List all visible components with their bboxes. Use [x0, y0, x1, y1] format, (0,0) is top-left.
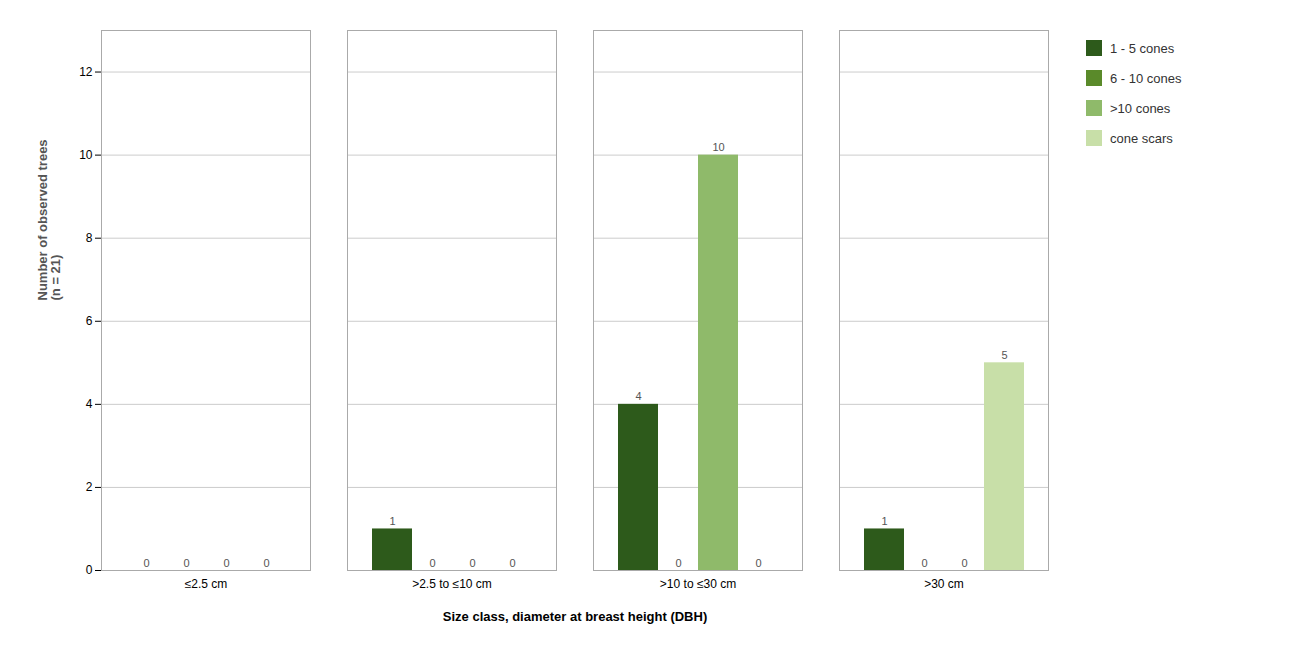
svg-text:Size class, diameter at breast: Size class, diameter at breast height (D…: [443, 609, 707, 624]
svg-text:4: 4: [635, 390, 641, 402]
svg-text:10: 10: [79, 148, 93, 162]
svg-text:0: 0: [223, 557, 229, 569]
svg-text:2: 2: [86, 480, 93, 494]
svg-text:0: 0: [921, 557, 927, 569]
svg-text:0: 0: [86, 563, 93, 577]
svg-text:8: 8: [86, 231, 93, 245]
svg-text:>30 cm: >30 cm: [924, 577, 964, 591]
svg-text:Number of observed trees(n = 2: Number of observed trees(n = 21): [35, 139, 63, 300]
svg-text:0: 0: [961, 557, 967, 569]
svg-text:0: 0: [675, 557, 681, 569]
html-text:cone scars: cone scars: [1110, 130, 1173, 146]
svg-text:>2.5 to ≤10 cm: >2.5 to ≤10 cm: [412, 577, 492, 591]
svg-text:0: 0: [429, 557, 435, 569]
svg-text:0: 0: [509, 557, 515, 569]
svg-text:>10 to ≤30 cm: >10 to ≤30 cm: [660, 577, 736, 591]
svg-text:10: 10: [712, 141, 724, 153]
svg-text:0: 0: [469, 557, 475, 569]
svg-text:0: 0: [263, 557, 269, 569]
svg-text:≤2.5 cm: ≤2.5 cm: [185, 577, 228, 591]
svg-text:4: 4: [86, 397, 93, 411]
html-text:6 - 10 cones: 6 - 10 cones: [1110, 70, 1182, 86]
html-text:1 - 5 cones: 1 - 5 cones: [1110, 40, 1175, 56]
svg-text:1: 1: [389, 515, 395, 527]
svg-text:12: 12: [79, 65, 93, 79]
html-text:>10 cones: >10 cones: [1110, 100, 1171, 116]
svg-text:1: 1: [881, 515, 887, 527]
svg-text:6: 6: [86, 314, 93, 328]
svg-text:0: 0: [143, 557, 149, 569]
svg-text:5: 5: [1001, 349, 1007, 361]
svg-text:0: 0: [183, 557, 189, 569]
svg-text:0: 0: [755, 557, 761, 569]
